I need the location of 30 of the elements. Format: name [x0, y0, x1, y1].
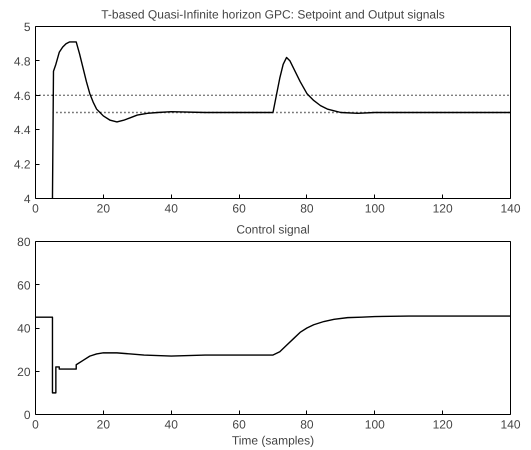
x-tick-label: 40: [164, 202, 178, 216]
chart-title: Control signal: [236, 222, 310, 236]
y-tick-label: 80: [17, 235, 31, 249]
y-tick-label: 60: [17, 278, 31, 292]
y-tick-label: 40: [17, 322, 31, 336]
x-tick-label: 0: [32, 202, 40, 216]
y-tick-label: 4.2: [14, 158, 31, 172]
x-tick-label: 20: [96, 418, 110, 432]
x-axis-title: Time (samples): [232, 434, 314, 448]
x-tick-label: 100: [364, 202, 386, 216]
x-tick-label: 0: [32, 418, 40, 432]
x-tick-label: 120: [432, 202, 453, 216]
x-tick-label: 120: [432, 418, 453, 432]
y-tick-label: 4: [24, 192, 31, 206]
y-tick-label: 0: [24, 408, 31, 422]
x-tick-label: 80: [300, 418, 314, 432]
y-tick-label: 5: [24, 20, 31, 34]
y-tick-label: 4.6: [14, 88, 31, 103]
x-tick-label: 100: [364, 418, 386, 432]
x-tick-label: 40: [164, 418, 178, 432]
y-tick-label: 4.8: [14, 54, 31, 68]
x-tick-label: 20: [96, 202, 110, 216]
x-tick-label: 140: [500, 202, 521, 216]
x-tick-label: 60: [232, 202, 246, 216]
chart-title: T-based Quasi-Infinite horizon GPC: Setpoint and Output signals: [101, 8, 445, 22]
x-tick-label: 60: [232, 418, 246, 432]
x-tick-label: 140: [500, 418, 521, 432]
y-tick-label: 20: [17, 364, 31, 379]
y-tick-label: 4.4: [14, 123, 31, 138]
x-tick-label: 80: [300, 202, 314, 216]
